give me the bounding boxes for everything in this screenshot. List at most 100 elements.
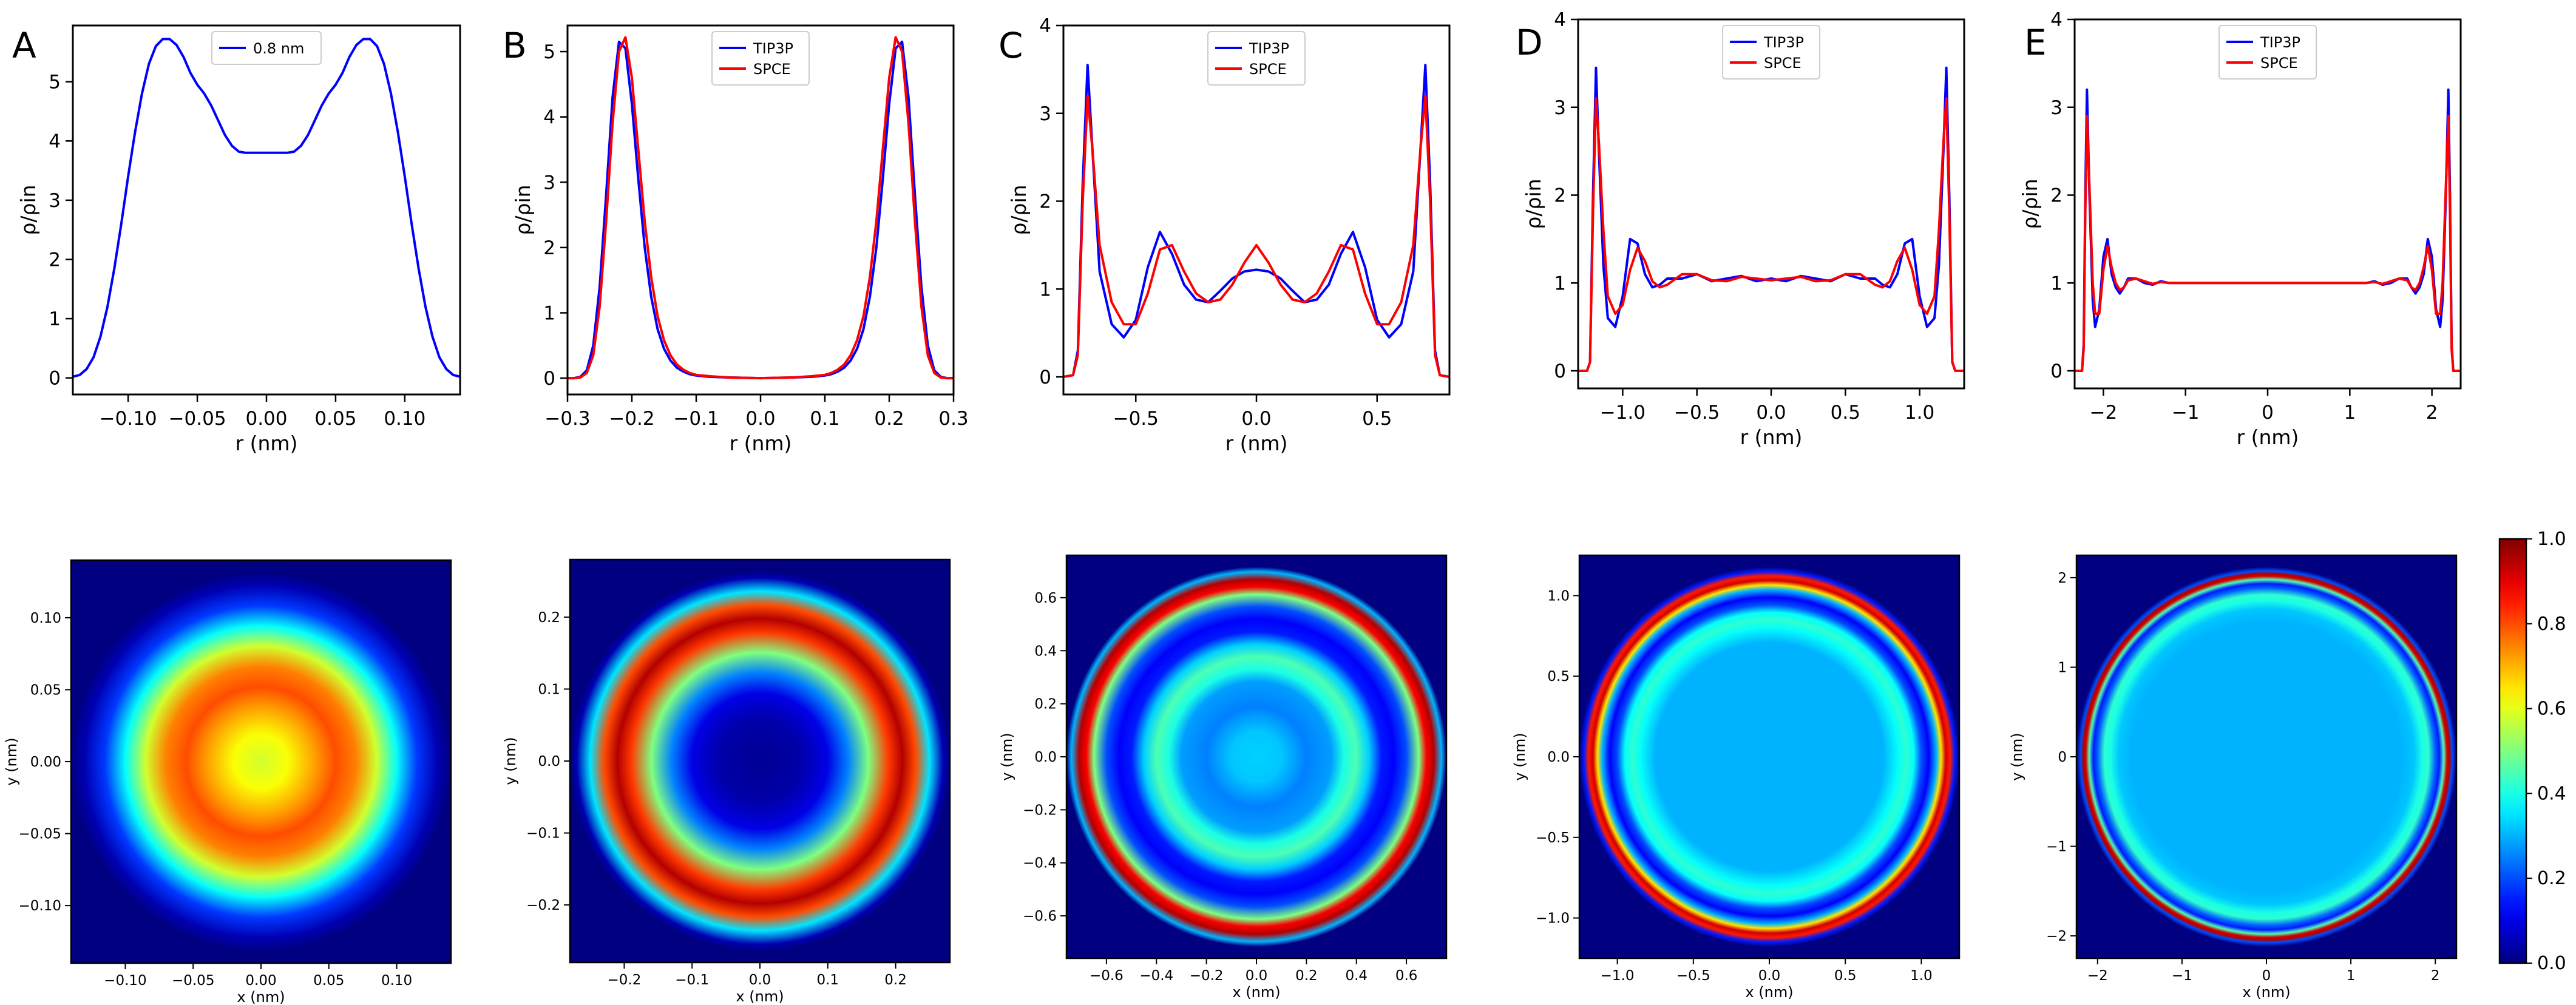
x-tick-label: 0.05	[314, 408, 356, 430]
y-axis-label: ρ/ρin	[2018, 178, 2042, 229]
legend-box	[1722, 25, 1820, 80]
line-panel-A: −0.10 −0.05 0.00 0.05 0.10 0 1 2 3 4 5 r (nm) ρ/ρin A…	[12, 24, 461, 455]
y-axis-label: y (nm)	[3, 737, 20, 785]
y-tick-label: 3	[1039, 103, 1051, 125]
heatmap-panel-A2: −0.10 −0.05 0.00 0.05 0.10 −0.10 −0.05 0.00 0.05…	[3, 559, 452, 1005]
y-tick-label: −0.6	[1023, 909, 1057, 924]
x-tick-label: −0.5	[1676, 968, 1710, 984]
series-line-spce	[568, 36, 954, 380]
x-tick-label: −0.2	[1190, 968, 1224, 984]
y-tick-label: 1	[1039, 279, 1051, 300]
series-line-tip3p	[2075, 88, 2461, 372]
plot-frame	[72, 24, 461, 396]
legend-entry: SPCE	[1249, 61, 1287, 78]
heatmap-density-disk	[71, 572, 451, 952]
y-tick-label: 0	[1039, 367, 1051, 388]
x-tick-label: −0.4	[1139, 968, 1173, 984]
x-tick-label: 0.2	[874, 408, 904, 430]
x-tick-label: 1.0	[1905, 402, 1934, 424]
y-tick-label: −0.05	[19, 827, 61, 842]
x-tick-label: −0.5	[1113, 408, 1159, 430]
series-line-tip3p	[1578, 66, 1964, 372]
legend-box	[1207, 31, 1306, 86]
y-tick-label: 3	[49, 190, 61, 212]
series-line-tip3p	[568, 40, 954, 380]
y-tick-label: 2	[543, 237, 555, 259]
x-tick-label: 0.00	[245, 973, 276, 989]
y-tick-label: 3	[1554, 97, 1566, 119]
x-tick-label: 1.0	[1910, 968, 1933, 984]
heatmap-density-disk	[1066, 567, 1446, 947]
y-tick-label: −0.5	[1536, 830, 1570, 846]
x-tick-label: −0.05	[172, 973, 214, 989]
x-tick-label: −0.10	[100, 408, 157, 430]
panel-label-D: D	[1516, 22, 1543, 63]
x-axis-label: x (nm)	[1745, 984, 1793, 1001]
y-tick-label: 0.5	[1547, 669, 1570, 685]
y-tick-label: 1	[543, 302, 555, 324]
y-axis-label: ρ/ρin	[511, 184, 535, 235]
heatmap-density-disk	[570, 571, 950, 951]
y-tick-label: −1.0	[1536, 911, 1570, 927]
x-tick-label: −0.1	[675, 972, 709, 988]
y-tick-label: −0.4	[1023, 856, 1057, 871]
y-tick-label: 0.0	[1547, 750, 1570, 765]
series-line-0.8-nm	[73, 38, 460, 378]
x-tick-label: 0.2	[1295, 968, 1318, 984]
legend-entry: 0.8 nm	[253, 40, 304, 57]
y-tick-label: 0.1	[538, 682, 560, 697]
heatmap-panel-B2: −0.2 −0.1 0.0 0.1 0.2 −0.2 −0.1 0.0 0.1 0.2 x (nm)…	[502, 558, 951, 1005]
panel-label-B: B	[503, 25, 527, 66]
y-tick-label: 2	[49, 249, 61, 271]
x-axis-label: r (nm)	[1740, 425, 1803, 449]
colorbar-bar	[2498, 538, 2527, 964]
x-tick-label: 0.6	[1395, 968, 1418, 984]
y-tick-label: 0	[2050, 360, 2062, 382]
x-tick-label: −1.0	[1600, 402, 1646, 424]
x-axis-label: r (nm)	[1225, 431, 1288, 455]
x-tick-label: 0.5	[1831, 402, 1860, 424]
x-tick-label: −0.2	[607, 972, 641, 988]
y-tick-label: 1	[2058, 660, 2067, 675]
x-tick-label: 2	[2426, 402, 2438, 424]
y-tick-label: 0.10	[30, 611, 61, 626]
legend: TIP3P SPCE	[1722, 25, 1820, 80]
x-tick-label: 0	[2262, 402, 2274, 424]
panel-label-C: C	[998, 25, 1023, 66]
y-tick-label: 4	[49, 130, 61, 152]
y-tick-label: 0	[1554, 360, 1566, 382]
x-tick-label: 0.10	[384, 408, 425, 430]
x-axis-label: x (nm)	[736, 988, 784, 1005]
legend: TIP3P SPCE	[1207, 31, 1306, 86]
x-tick-label: −2	[2087, 968, 2108, 984]
x-tick-label: 0.5	[1362, 408, 1392, 430]
x-tick-label: −0.6	[1090, 968, 1124, 984]
x-tick-label: −2	[2090, 402, 2118, 424]
series-line-tip3p	[1063, 64, 1449, 378]
y-tick-label: 1	[49, 308, 61, 330]
colorbar-tick-label: 0.2	[2537, 868, 2566, 889]
y-tick-label: −0.1	[526, 826, 560, 842]
x-tick-label: 0.0	[1758, 968, 1781, 984]
x-tick-label: 0.3	[938, 408, 968, 430]
y-tick-label: 4	[543, 107, 555, 129]
legend-entry: SPCE	[753, 61, 791, 78]
x-tick-label: −0.05	[169, 408, 226, 430]
x-tick-label: 0.0	[745, 408, 775, 430]
y-axis-label: y (nm)	[1511, 733, 1528, 780]
x-tick-label: 0.00	[245, 408, 287, 430]
x-tick-label: 0.05	[313, 973, 344, 989]
colorbar: 0.0 0.2 0.4 0.6 0.8 1.0	[2498, 529, 2566, 974]
y-tick-label: 1	[1554, 272, 1566, 294]
series-line-spce	[1578, 97, 1964, 372]
x-tick-label: −1.0	[1601, 968, 1635, 984]
y-axis-label: ρ/ρin	[16, 184, 40, 235]
x-axis-label: r (nm)	[730, 431, 792, 455]
legend-entry: TIP3P	[1763, 34, 1804, 51]
legend-box	[2218, 25, 2317, 80]
y-tick-label: 3	[543, 172, 555, 194]
heatmap-density-disk	[2076, 567, 2456, 947]
y-tick-label: 0	[543, 368, 555, 390]
legend-box	[211, 31, 322, 65]
